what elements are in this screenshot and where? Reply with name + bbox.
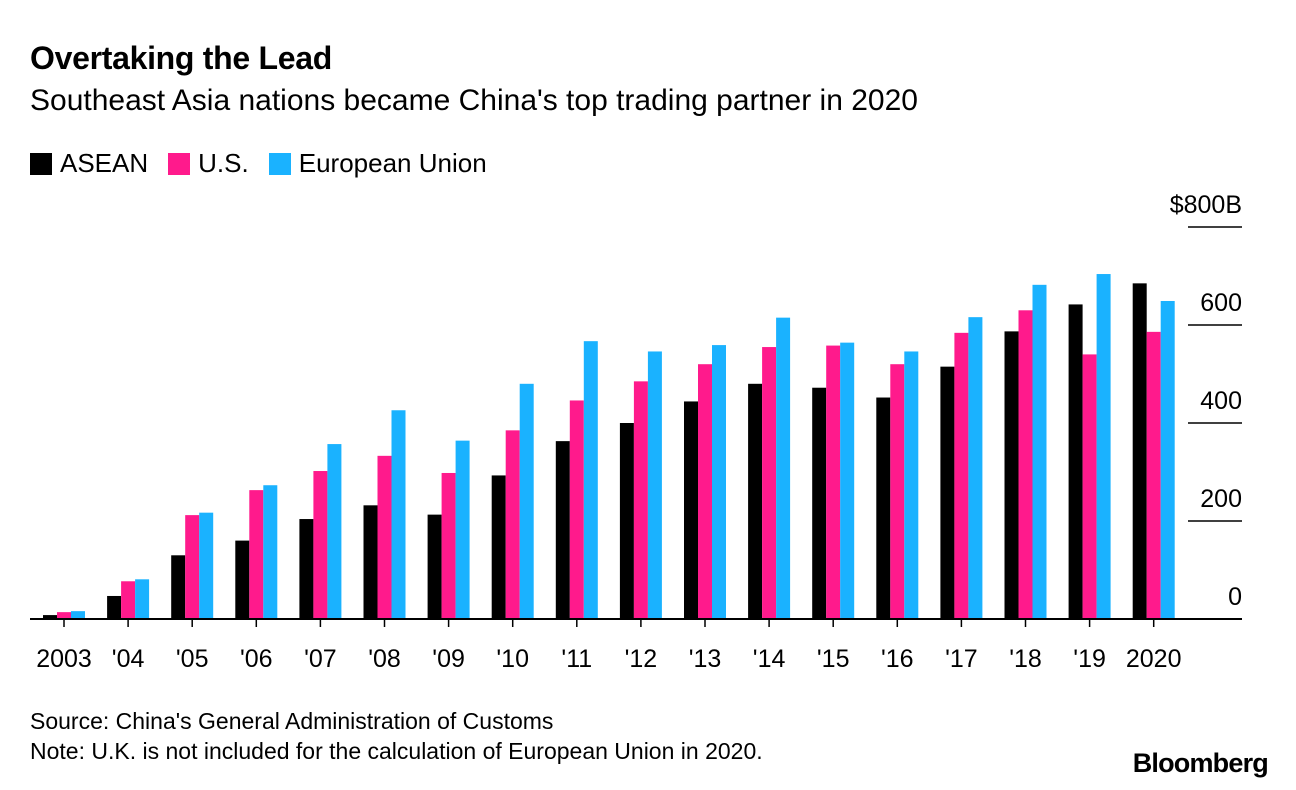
x-tick-label: 2020: [1126, 645, 1182, 673]
bar-u-s: [1018, 310, 1033, 619]
bar-u-s: [57, 612, 71, 619]
legend-label-asean: ASEAN: [60, 148, 149, 178]
bar-european-union: [199, 512, 214, 619]
bar-asean: [1004, 331, 1019, 619]
bar-u-s: [954, 332, 969, 619]
bar-european-union: [71, 611, 85, 619]
x-tick-label: '18: [1009, 645, 1042, 673]
bar-european-union: [391, 410, 406, 619]
legend-item-asean: ASEAN: [30, 148, 148, 179]
bar-asean: [363, 505, 378, 619]
bar-european-union: [455, 440, 470, 619]
bar-u-s: [1082, 354, 1097, 619]
bar-u-s: [633, 381, 648, 619]
y-tick-label: 600: [1200, 289, 1242, 317]
bar-asean: [235, 540, 250, 619]
bar-european-union: [583, 341, 598, 619]
bar-u-s: [569, 400, 584, 619]
bar-european-union: [135, 579, 150, 619]
x-tick-label: '09: [432, 645, 465, 673]
bar-asean: [1132, 283, 1147, 619]
bar-u-s: [441, 472, 456, 619]
bar-european-union: [840, 342, 855, 619]
bar-european-union: [647, 351, 662, 619]
y-tick-label: 200: [1200, 485, 1242, 513]
bar-asean: [812, 387, 827, 619]
x-tick-label: '19: [1073, 645, 1106, 673]
bar-asean: [107, 595, 122, 619]
bar-u-s: [698, 364, 712, 619]
legend: ASEAN U.S. European Union: [30, 148, 507, 179]
legend-swatch-us: [168, 152, 191, 175]
bar-european-union: [519, 383, 534, 619]
bar-european-union: [1096, 274, 1111, 619]
bar-asean: [940, 366, 955, 619]
legend-label-eu: European Union: [298, 148, 487, 178]
bar-european-union: [712, 345, 726, 619]
bar-asean: [876, 397, 891, 619]
bloomberg-logo: Bloomberg: [1132, 748, 1269, 778]
bar-european-union: [1160, 300, 1175, 619]
bar-asean: [171, 555, 186, 619]
bar-u-s: [505, 430, 520, 619]
source-note: Source: China's General Administration o…: [30, 708, 554, 734]
x-tick-label: '05: [176, 645, 209, 673]
bar-asean: [43, 615, 57, 619]
bar-european-union: [776, 317, 791, 619]
y-tick-label: $800B: [1170, 191, 1242, 219]
bar-asean: [748, 383, 763, 619]
y-tick-label: 0: [1228, 583, 1242, 611]
x-tick-label: '07: [304, 645, 337, 673]
x-tick-label: '11: [561, 645, 592, 673]
chart-subtitle: Southeast Asia nations became China's to…: [30, 84, 918, 117]
legend-swatch-asean: [30, 152, 52, 175]
bar-asean: [427, 514, 442, 619]
legend-swatch-eu: [268, 152, 291, 175]
x-tick-label: '04: [112, 645, 145, 673]
bar-european-union: [263, 485, 278, 619]
footnote: Note: U.K. is not included for the calcu…: [30, 738, 763, 764]
bar-u-s: [121, 581, 136, 619]
x-tick-label: '10: [496, 645, 529, 673]
x-tick-label: '08: [368, 645, 401, 673]
bar-u-s: [1146, 331, 1161, 619]
bar-u-s: [313, 471, 328, 619]
bar-u-s: [890, 364, 905, 619]
bar-u-s: [377, 455, 392, 619]
legend-item-us: U.S.: [168, 148, 249, 179]
bar-u-s: [762, 347, 777, 619]
bar-european-union: [1032, 284, 1047, 619]
x-tick-label: '06: [240, 645, 273, 673]
bar-asean: [1068, 304, 1083, 619]
bar-european-union: [327, 444, 342, 619]
x-tick-label: '15: [817, 645, 850, 673]
bar-asean: [555, 441, 570, 619]
x-tick-label: 2003: [36, 645, 92, 673]
bar-u-s: [185, 515, 200, 619]
x-tick-label: '12: [625, 645, 658, 673]
bar-european-union: [904, 351, 919, 619]
bar-chart: 0 200 400 600 $800B 2003 '04 '05 '06 '07 '08 '09 '10…: [30, 191, 1242, 673]
legend-item-eu: European Union: [268, 148, 487, 179]
bar-u-s: [826, 345, 841, 619]
legend-label-us: U.S.: [198, 148, 249, 178]
y-tick-label: 400: [1200, 387, 1242, 415]
chart-title: Overtaking the Lead: [30, 40, 332, 76]
x-tick-label: '13: [689, 645, 722, 673]
bar-european-union: [968, 317, 983, 619]
bar-asean: [299, 519, 314, 619]
x-tick-label: '17: [945, 645, 978, 673]
bar-u-s: [249, 490, 264, 619]
bar-asean: [491, 475, 506, 619]
x-tick-label: '14: [753, 645, 786, 673]
bar-asean: [684, 401, 698, 619]
bar-asean: [619, 423, 634, 619]
x-tick-label: '16: [881, 645, 914, 673]
